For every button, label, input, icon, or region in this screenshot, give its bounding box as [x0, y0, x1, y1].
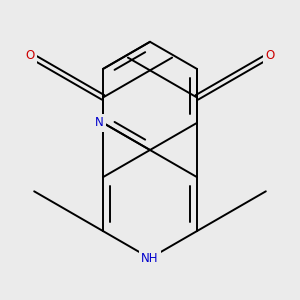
- Text: NH: NH: [141, 252, 159, 265]
- Text: O: O: [265, 49, 274, 62]
- Text: N: N: [95, 116, 104, 130]
- Text: O: O: [26, 49, 35, 62]
